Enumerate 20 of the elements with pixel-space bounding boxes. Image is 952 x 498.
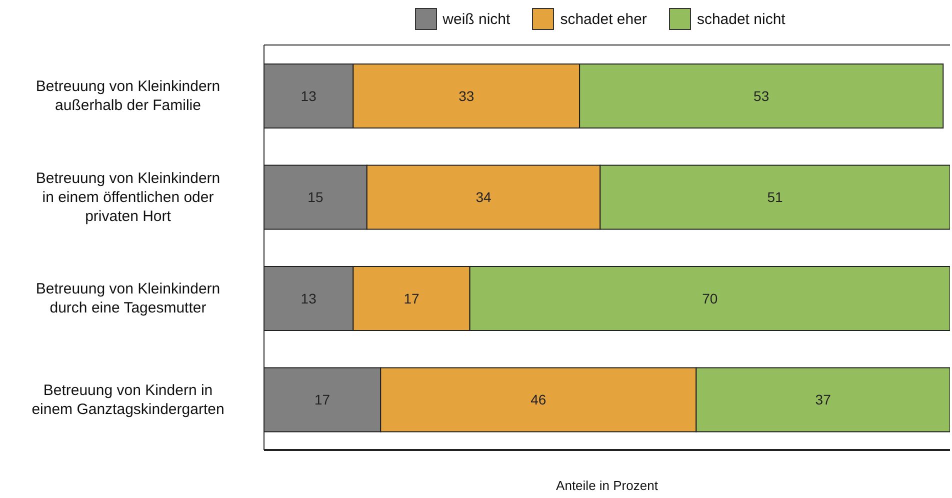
data-label: 37 xyxy=(815,392,832,408)
data-label: 13 xyxy=(300,88,317,104)
y-tick-label: Betreuung von Kleinkindern in einem öffentlichen oder privaten Hort xyxy=(36,169,220,224)
legend-label: schadet eher xyxy=(559,10,647,30)
legend-label: weiß nicht xyxy=(442,10,510,30)
data-label: 15 xyxy=(308,189,324,206)
data-label: 53 xyxy=(754,88,770,104)
x-axis-title: Anteile in Prozent xyxy=(556,478,658,493)
data-label: 13 xyxy=(300,290,317,306)
legend-label: schadet nicht xyxy=(696,10,786,30)
data-label: 17 xyxy=(314,392,330,408)
data-label: 70 xyxy=(702,290,718,306)
data-label: 34 xyxy=(476,189,492,206)
y-tick-label: Betreuung von Kindern in einem Ganztagskindergarten xyxy=(32,381,224,418)
data-label: 46 xyxy=(530,392,546,408)
data-label: 51 xyxy=(767,189,784,206)
y-tick-label: Betreuung von Kleinkindern außerhalb der Familie xyxy=(36,78,220,114)
data-label: 17 xyxy=(404,290,420,306)
y-tick-label: Betreuung von Kleinkindern durch eine Tagesmutter xyxy=(36,280,220,316)
data-label: 33 xyxy=(458,88,474,104)
